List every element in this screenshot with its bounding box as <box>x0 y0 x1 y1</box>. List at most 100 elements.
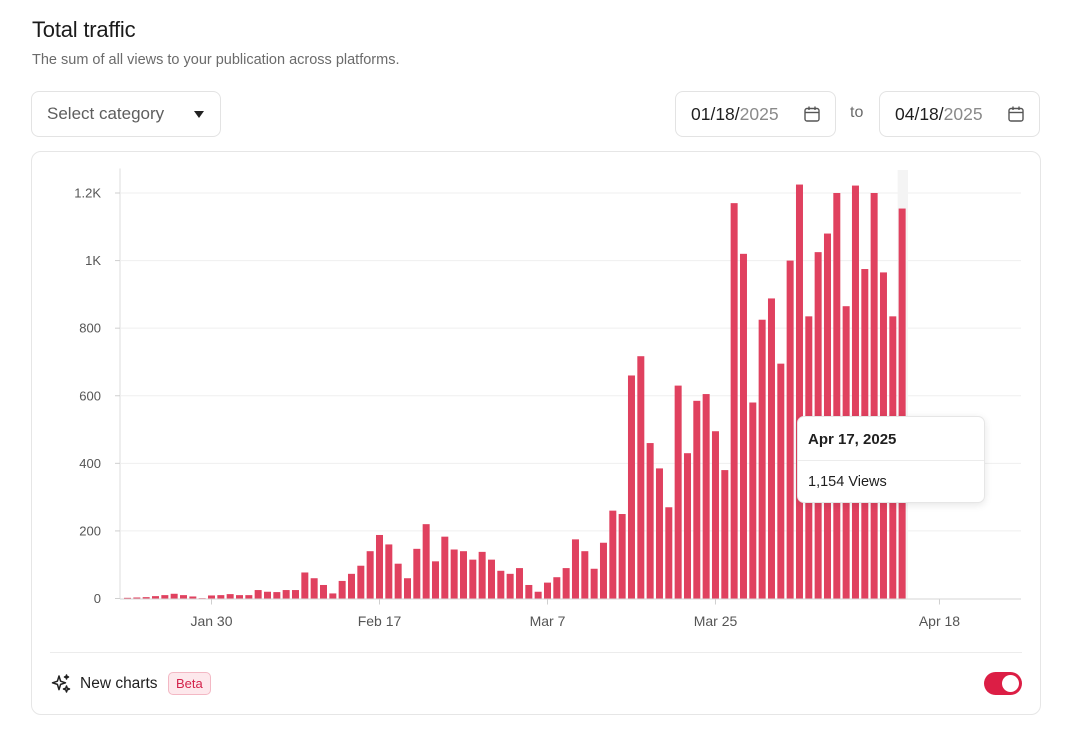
chart-bar <box>739 253 747 599</box>
chart-bar <box>627 375 635 599</box>
y-tick-label: 800 <box>79 321 101 336</box>
chart-bar <box>431 561 439 599</box>
calendar-icon[interactable] <box>803 105 821 123</box>
chart-bar <box>618 514 626 599</box>
chart-bar <box>665 507 673 599</box>
chart-bar <box>571 539 579 599</box>
chart-bar <box>786 260 794 599</box>
chart-bar <box>180 595 187 599</box>
start-date-value: 01/18/2025 <box>691 103 779 124</box>
calendar-icon[interactable] <box>1007 105 1025 123</box>
chart-bar <box>497 570 505 599</box>
x-tick-label: Mar 25 <box>694 613 738 629</box>
page-subtitle: The sum of all views to your publication… <box>32 52 400 68</box>
chart-bar <box>124 597 131 599</box>
chart-bar <box>357 565 365 599</box>
y-tick-label: 1.2K <box>74 186 101 201</box>
tooltip-divider <box>798 460 984 461</box>
new-charts-toggle[interactable] <box>984 672 1022 695</box>
traffic-bar-chart: 0 200 400 600 800 1K 1.2K Jan 30 Feb 17 Mar 7 Mar … <box>74 168 1021 629</box>
chart-bar <box>599 542 607 599</box>
y-tick-label: 1K <box>85 253 101 268</box>
chart-bar <box>161 595 169 599</box>
chart-bar <box>711 431 719 599</box>
chart-bar <box>758 319 766 599</box>
chart-bar <box>189 596 197 599</box>
chart-bar <box>543 582 551 599</box>
chart-bar <box>478 551 486 599</box>
chart-bar <box>534 591 542 599</box>
chart-bar <box>553 577 561 599</box>
chart-bar <box>590 568 598 599</box>
chart-bar <box>347 573 355 599</box>
chart-bar <box>637 356 645 599</box>
start-date-input[interactable]: 01/18/2025 <box>675 91 836 137</box>
y-tick-label: 0 <box>94 591 101 606</box>
chart-bar <box>459 551 467 599</box>
chart-bar <box>721 470 729 599</box>
chart-bar <box>515 568 523 599</box>
chart-bar <box>142 597 150 599</box>
chart-bar <box>319 584 327 599</box>
x-tick-label: Feb 17 <box>358 613 402 629</box>
tooltip-value: 1,154 Views <box>808 474 887 490</box>
chart-bar <box>301 572 309 599</box>
chart-bar <box>413 548 421 599</box>
chart-tooltip: Apr 17, 2025 1,154 Views <box>797 416 985 503</box>
tooltip-date: Apr 17, 2025 <box>808 431 897 448</box>
chart-bar <box>581 551 589 599</box>
y-tick-label: 200 <box>79 523 101 538</box>
chart-bar <box>385 544 393 599</box>
chart-bar <box>609 510 617 599</box>
chart-bar <box>366 551 374 599</box>
chart-bar <box>133 597 141 599</box>
chart-bar <box>338 580 346 599</box>
category-select[interactable]: Select category <box>31 91 221 137</box>
chart-bar <box>273 592 281 599</box>
y-tick-label: 600 <box>79 388 101 403</box>
chart-bar <box>245 595 253 599</box>
chart-bar <box>450 549 458 599</box>
chart-bar <box>282 590 290 599</box>
chart-bar <box>562 568 570 599</box>
toggle-knob <box>1002 675 1019 692</box>
beta-badge: Beta <box>168 672 211 695</box>
chart-bar <box>749 402 757 599</box>
page-title: Total traffic <box>32 17 136 42</box>
chart-bar <box>730 203 738 599</box>
end-date-input[interactable]: 04/18/2025 <box>879 91 1040 137</box>
chart-bar <box>795 184 803 599</box>
chart-bar <box>217 595 225 599</box>
chart-bar <box>198 598 206 599</box>
chart-bar <box>226 594 234 599</box>
date-range-separator: to <box>850 104 864 121</box>
x-tick-label: Jan 30 <box>190 613 232 629</box>
chart-bar <box>702 394 710 599</box>
chart-bar <box>506 573 514 599</box>
chart-bar <box>394 563 402 599</box>
caret-down-icon <box>194 110 204 118</box>
chart-bar <box>441 536 449 599</box>
chart-bar <box>291 590 299 599</box>
chart-bar <box>655 468 663 599</box>
chart-bar <box>310 578 318 599</box>
chart-bar <box>264 591 271 599</box>
chart-bar <box>674 385 682 599</box>
chart-bar <box>170 593 178 599</box>
chart-bar <box>646 443 654 599</box>
x-tick-label: Apr 18 <box>919 613 960 629</box>
chart-bar <box>469 559 477 599</box>
sparkles-icon <box>51 674 71 693</box>
chart-bar <box>487 559 495 599</box>
chart-bar <box>422 524 430 599</box>
chart-bar <box>403 578 411 599</box>
chart-bar <box>152 596 159 599</box>
chart-bar <box>693 400 701 599</box>
chart-bar <box>767 298 775 599</box>
chart-bar <box>898 208 906 599</box>
category-select-label: Select category <box>47 104 165 123</box>
chart-bar <box>851 185 859 599</box>
card-divider <box>50 652 1022 653</box>
chart-bar <box>375 534 383 599</box>
y-tick-label: 400 <box>79 456 101 471</box>
